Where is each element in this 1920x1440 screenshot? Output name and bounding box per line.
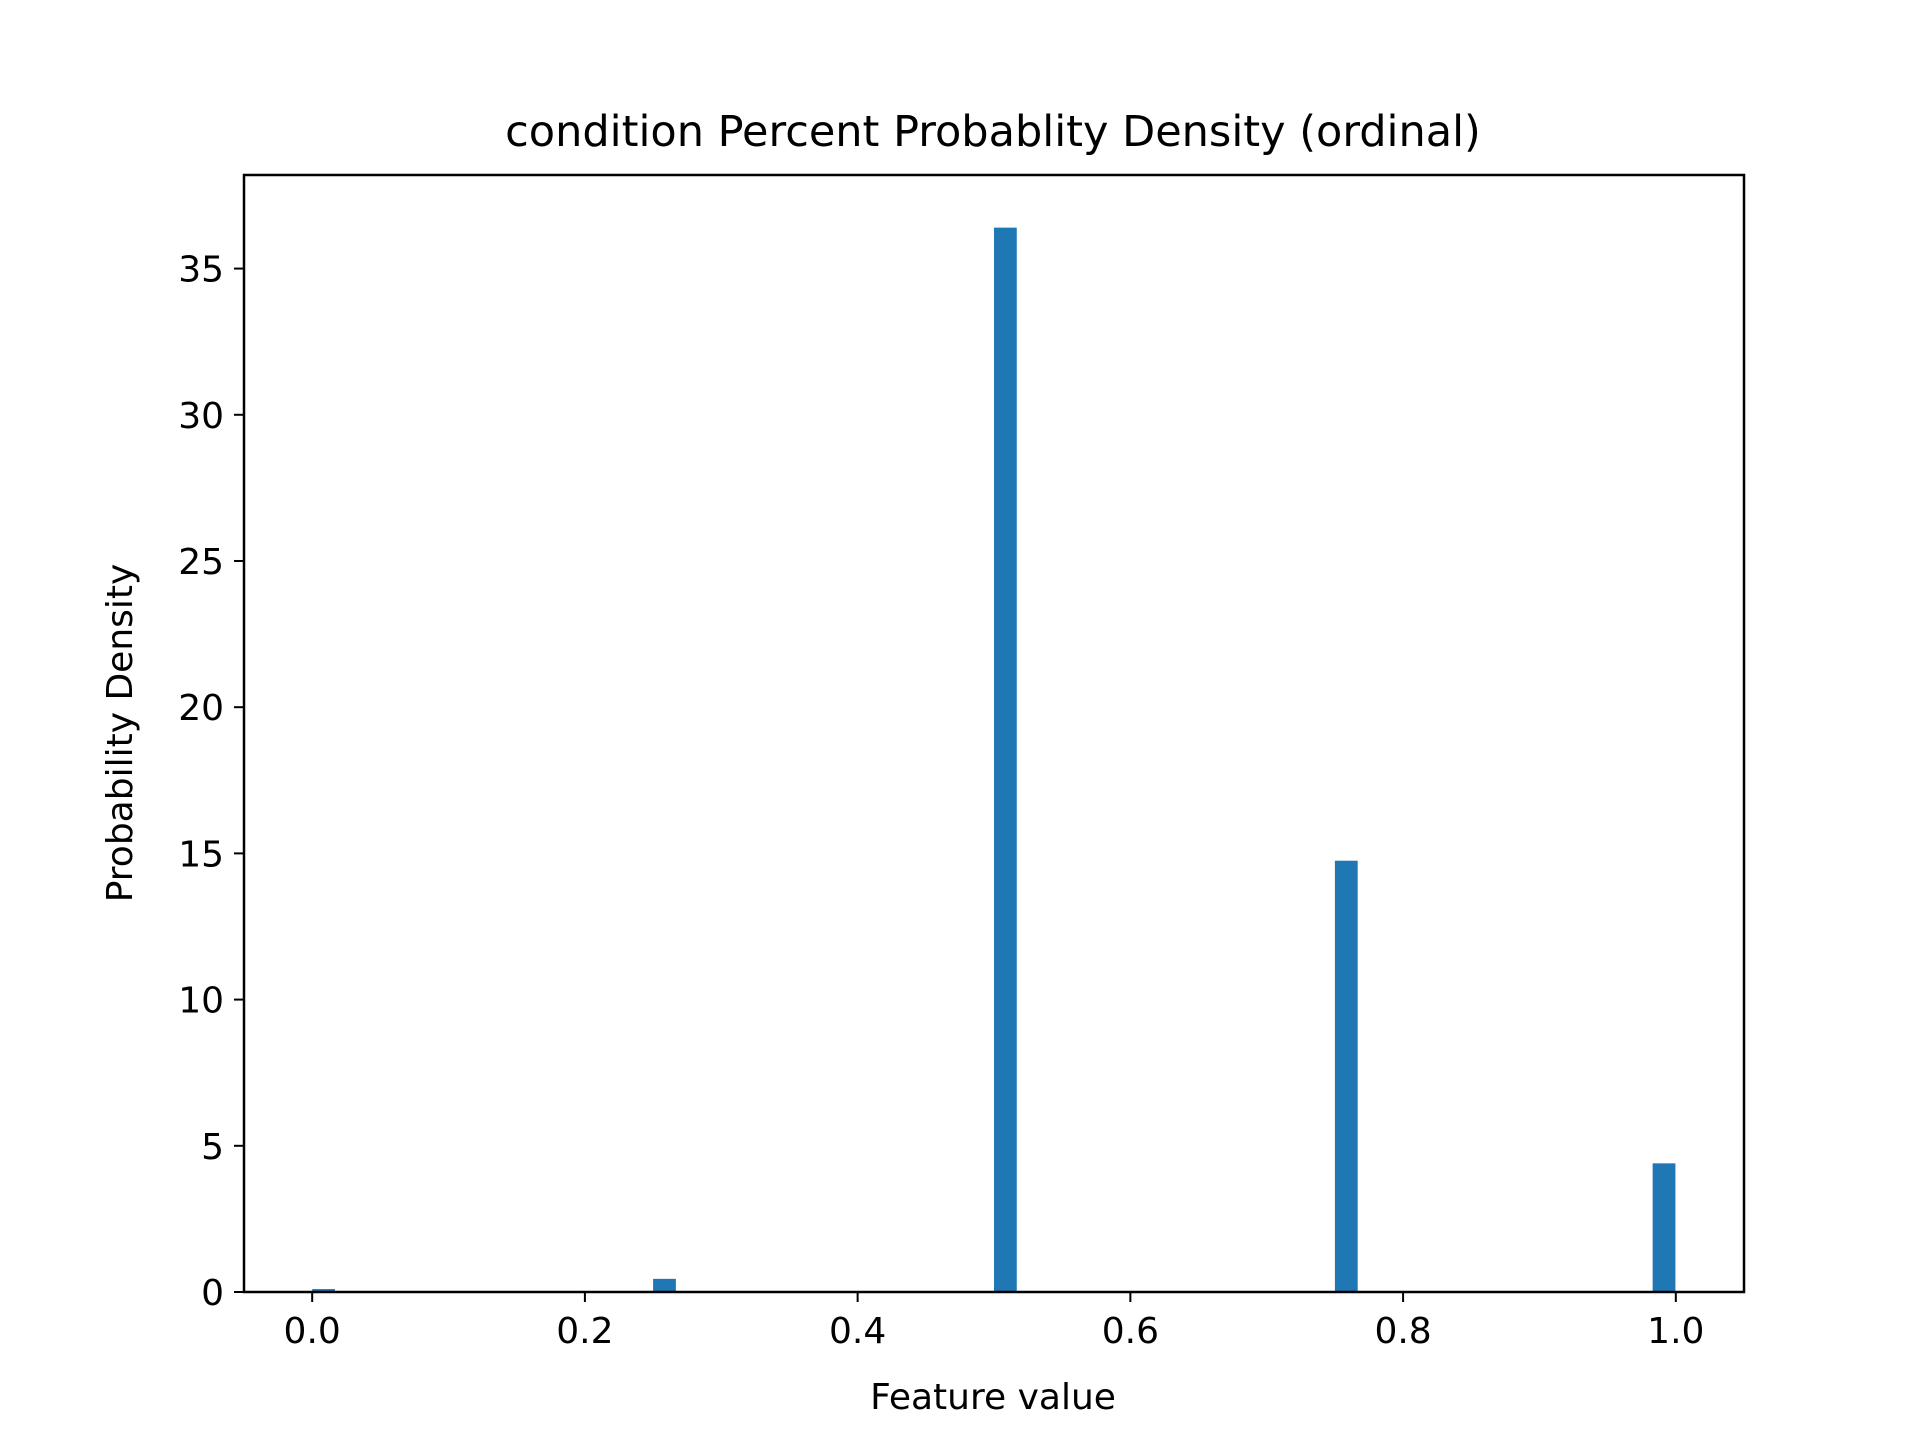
plot-frame	[242, 173, 1746, 1294]
y-tick-label-5: 25	[178, 542, 224, 583]
x-tick-label-3: 0.6	[1102, 1311, 1159, 1352]
x-axis-label: Feature value	[870, 1377, 1116, 1418]
bar-1	[653, 1278, 676, 1292]
x-tick-label-4: 0.8	[1374, 1311, 1431, 1352]
y-tick-label-7: 35	[178, 250, 224, 291]
x-tick-label-0: 0.0	[284, 1311, 341, 1352]
x-tick-label-5: 1.0	[1647, 1311, 1704, 1352]
bar-4	[1652, 1163, 1676, 1292]
y-tick-label-2: 10	[178, 981, 224, 1022]
bar-2	[994, 227, 1017, 1292]
bar-0	[312, 1289, 335, 1292]
x-tick-label-1: 0.2	[556, 1311, 613, 1352]
y-axis-label: Probability Density	[100, 564, 141, 903]
bars	[312, 227, 1676, 1292]
bar-3	[1334, 860, 1358, 1292]
y-tick-label-0: 0	[201, 1273, 224, 1314]
chart-title: condition Percent Probablity Density (or…	[505, 107, 1481, 157]
x-axis-ticks: 0.0 0.2 0.4 0.6 0.8 1.0	[284, 1292, 1704, 1352]
x-tick-label-2: 0.4	[829, 1311, 886, 1352]
y-tick-label-4: 20	[178, 688, 224, 729]
y-tick-label-6: 30	[178, 396, 224, 437]
y-tick-label-1: 5	[201, 1127, 224, 1168]
y-axis-ticks: 0 5 10 15 20 25 30 35	[178, 250, 244, 1314]
y-tick-label-3: 15	[178, 834, 224, 875]
